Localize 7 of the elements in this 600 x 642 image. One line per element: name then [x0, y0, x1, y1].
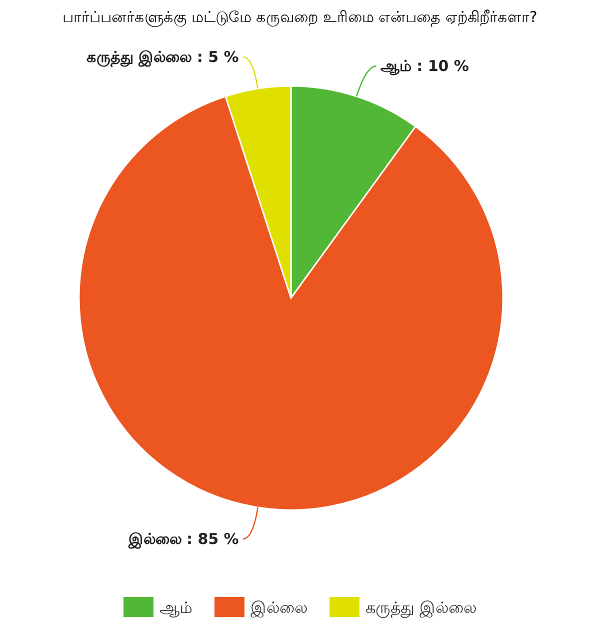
data-label: கருத்து இல்லை : 5 % — [86, 48, 239, 68]
data-label: ஆம் : 10 % — [380, 56, 469, 75]
legend-label: ஆம் — [159, 598, 192, 617]
chart-title: பார்ப்பனர்களுக்கு மட்டுமே கருவறை உரிமை என்பதை ஏற்கிறீர்களா? — [62, 8, 538, 27]
legend-label: இல்லை — [250, 598, 308, 618]
legend-label: கருத்து இல்லை — [365, 598, 477, 618]
data-label: இல்லை : 85 % — [127, 530, 239, 549]
